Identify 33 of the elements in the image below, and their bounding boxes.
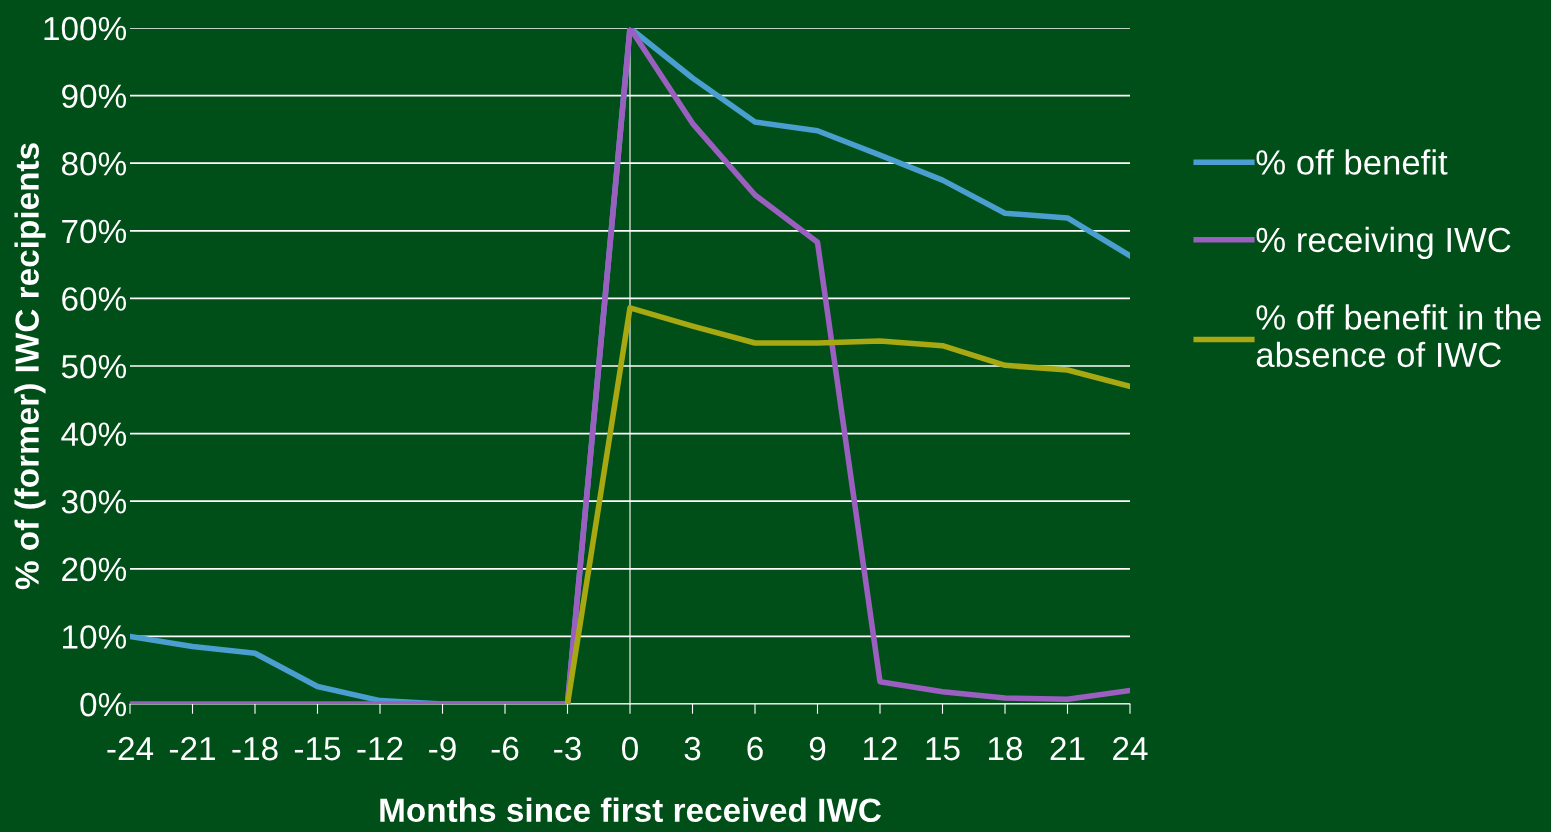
x-tick-label: 0	[622, 736, 638, 761]
legend-label: % receiving IWC	[1256, 226, 1511, 260]
x-tick-label: 15	[926, 737, 960, 761]
x-tick-label: -6	[491, 736, 519, 761]
y-tick-label: 80%	[61, 152, 127, 176]
x-tick-label: -12	[357, 736, 403, 761]
x-tick-label: -24	[107, 736, 154, 761]
x-tick-label: 12	[864, 736, 897, 761]
x-tick-label: -21	[169, 736, 215, 761]
y-tick-label: 30%	[61, 490, 127, 514]
y-tick-label: 70%	[62, 219, 127, 244]
y-tick-label: 90%	[62, 84, 127, 109]
x-tick-label: 9	[809, 736, 826, 761]
x-tick-label: 18	[989, 736, 1023, 761]
y-tick-label: 60%	[62, 287, 127, 311]
y-tick-label: 50%	[61, 354, 127, 379]
legend-label: % off benefit in the absence of IWC	[1256, 304, 1541, 368]
x-tick-label: 3	[684, 736, 701, 761]
y-tick-label: 0%	[80, 692, 127, 717]
x-tick-label: 24	[1113, 736, 1148, 761]
x-tick-label: 6	[747, 736, 763, 761]
x-axis-title: Months since first received IWC	[380, 797, 882, 823]
y-tick-label: 20%	[62, 557, 127, 582]
x-tick-label: -18	[232, 736, 278, 761]
y-axis-title: % of (former) IWC recipients	[14, 143, 46, 590]
x-tick-label: -3	[554, 736, 581, 761]
x-tick-label: -15	[294, 737, 341, 761]
x-tick-label: 21	[1050, 736, 1085, 761]
y-tick-label: 10%	[63, 625, 127, 649]
x-tick-label: -9	[429, 736, 456, 761]
y-tick-label: 100%	[44, 16, 127, 41]
legend-label: % off benefit	[1256, 149, 1448, 175]
y-tick-label: 40%	[61, 422, 127, 447]
